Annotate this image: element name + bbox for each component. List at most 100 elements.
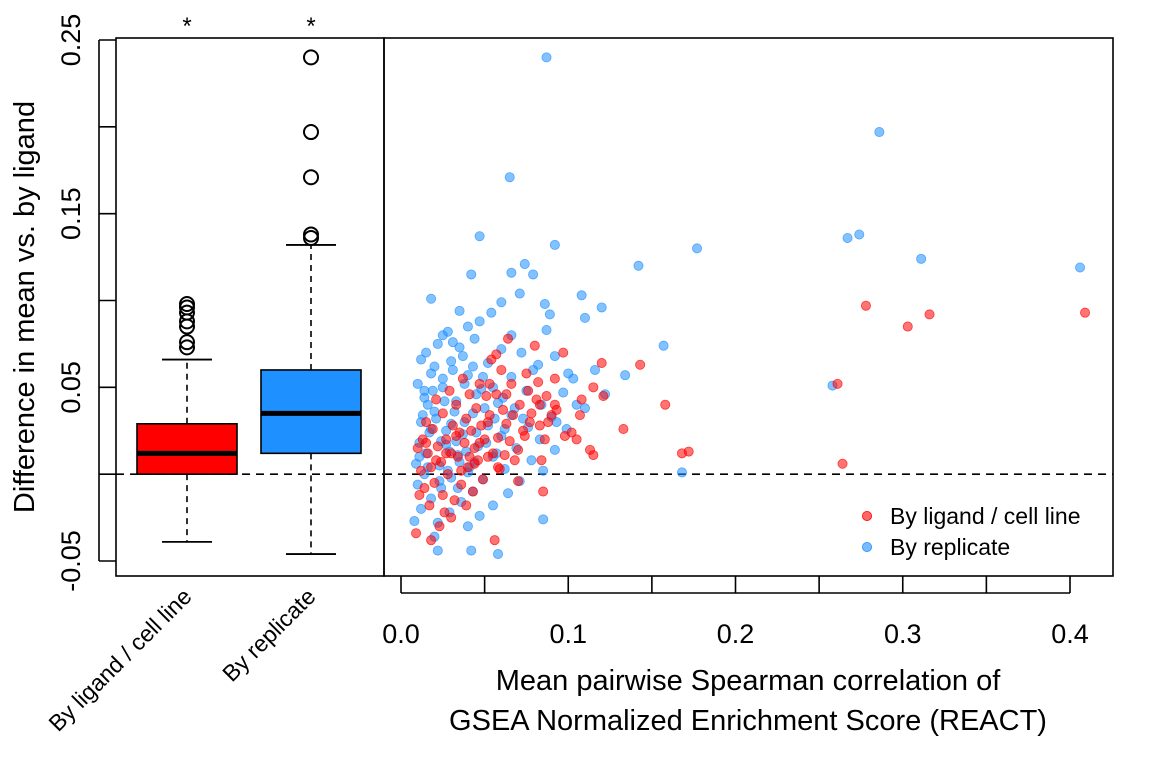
ligand-point xyxy=(431,455,442,466)
ligand-point xyxy=(442,469,453,480)
ligand-point xyxy=(474,378,485,389)
replicate-point xyxy=(414,451,425,462)
ligand-point xyxy=(456,479,467,490)
boxplot-frame xyxy=(115,37,385,577)
ligand-point xyxy=(464,389,475,400)
replicate-point xyxy=(514,288,525,299)
replicate-point xyxy=(437,330,448,341)
ligand-point xyxy=(534,420,545,431)
ligand-point xyxy=(504,436,515,447)
replicate-point xyxy=(432,338,443,349)
replicate-point xyxy=(474,316,485,327)
replicate-point xyxy=(426,293,437,304)
scatter-frame xyxy=(383,37,1114,577)
replicate-point xyxy=(854,229,865,240)
ligand-point xyxy=(1080,307,1091,318)
ligand-point xyxy=(596,358,607,369)
replicate-point xyxy=(446,356,457,367)
replicate-point xyxy=(658,340,669,351)
y-tick-label: -0.05 xyxy=(56,530,86,592)
scatter-panel: 0.0 0.1 0.2 0.3 0.4 By ligand / cell line By r… xyxy=(382,37,1114,649)
ligand-point xyxy=(571,434,582,445)
replicate-point xyxy=(412,378,423,389)
ligand-point xyxy=(427,424,438,435)
ligand-point xyxy=(588,382,599,393)
ligand-point xyxy=(466,425,477,436)
replicate-point xyxy=(504,172,515,183)
ligand-point xyxy=(461,413,472,424)
legend-marker xyxy=(862,542,873,553)
replicate-point xyxy=(466,269,477,280)
ligand-point xyxy=(437,408,448,419)
ligand-point xyxy=(456,465,467,476)
boxplot-panel: -0.05 0.05 0.15 0.25 * By ligand / cell line *… xyxy=(43,13,385,736)
replicate-point xyxy=(419,385,430,396)
ligand-point xyxy=(411,528,422,539)
ligand-point xyxy=(536,455,547,466)
ligand-point xyxy=(501,389,512,400)
x-tick-label: 0.2 xyxy=(717,619,755,649)
ligand-point xyxy=(588,450,599,461)
ligand-point xyxy=(421,437,432,448)
ligand-point xyxy=(441,448,452,459)
replicate-point xyxy=(541,325,552,336)
ligand-point xyxy=(538,486,549,497)
ligand-point xyxy=(459,437,470,448)
ligand-point xyxy=(576,394,587,405)
replicate-point xyxy=(432,545,443,556)
ligand-point xyxy=(429,477,440,488)
ligand-point xyxy=(432,441,443,452)
replicate-point xyxy=(493,549,504,560)
replicate-point xyxy=(590,364,601,375)
replicate-point xyxy=(437,373,448,384)
replicate-point xyxy=(519,259,530,270)
replicate-point xyxy=(579,403,590,414)
replicate-point xyxy=(469,333,480,344)
ligand-point xyxy=(449,495,460,506)
ligand-point xyxy=(489,535,500,546)
replicate-point xyxy=(416,503,427,514)
ligand-point xyxy=(598,391,609,402)
ligand-point xyxy=(491,349,502,360)
replicate-point xyxy=(538,514,549,525)
replicate-point xyxy=(874,127,885,138)
ligand-point xyxy=(902,321,913,332)
x-tick-label: 0.4 xyxy=(1051,619,1089,649)
y-axis-label: Difference in mean vs. by ligand xyxy=(9,101,41,513)
ligand-point xyxy=(451,430,462,441)
ligand-point xyxy=(508,410,519,421)
outlier-point xyxy=(179,339,195,356)
outlier-point xyxy=(303,49,319,66)
replicate-point xyxy=(474,510,485,521)
ligand-point xyxy=(482,451,493,462)
replicate-point xyxy=(506,267,517,278)
ligand-point xyxy=(484,378,495,389)
ligand-point xyxy=(533,377,544,388)
ligand-point xyxy=(457,373,468,384)
ligand-point xyxy=(416,465,427,476)
ligand-point xyxy=(660,399,671,410)
replicate-point xyxy=(676,467,687,478)
replicate-point xyxy=(454,305,465,316)
ligand-point xyxy=(437,490,448,501)
ligand-point xyxy=(559,430,570,441)
category-label: By ligand / cell line xyxy=(43,583,196,736)
replicate-point xyxy=(409,516,420,527)
ligand-point xyxy=(439,507,450,518)
ligand-point xyxy=(526,408,537,419)
legend-label: By replicate xyxy=(890,534,1010,560)
ligand-point xyxy=(523,385,534,396)
ligand-point xyxy=(419,483,430,494)
ligand-point xyxy=(509,455,520,466)
ligand-point xyxy=(441,434,452,445)
replicate-point xyxy=(516,347,527,358)
ligand-point xyxy=(426,462,437,473)
replicate-point xyxy=(539,298,550,309)
ligand-point xyxy=(414,490,425,501)
replicate-point xyxy=(421,347,432,358)
ligand-point xyxy=(549,399,560,410)
ligand-point xyxy=(541,391,552,402)
ligand-point xyxy=(421,417,432,428)
ligand-point xyxy=(531,394,542,405)
